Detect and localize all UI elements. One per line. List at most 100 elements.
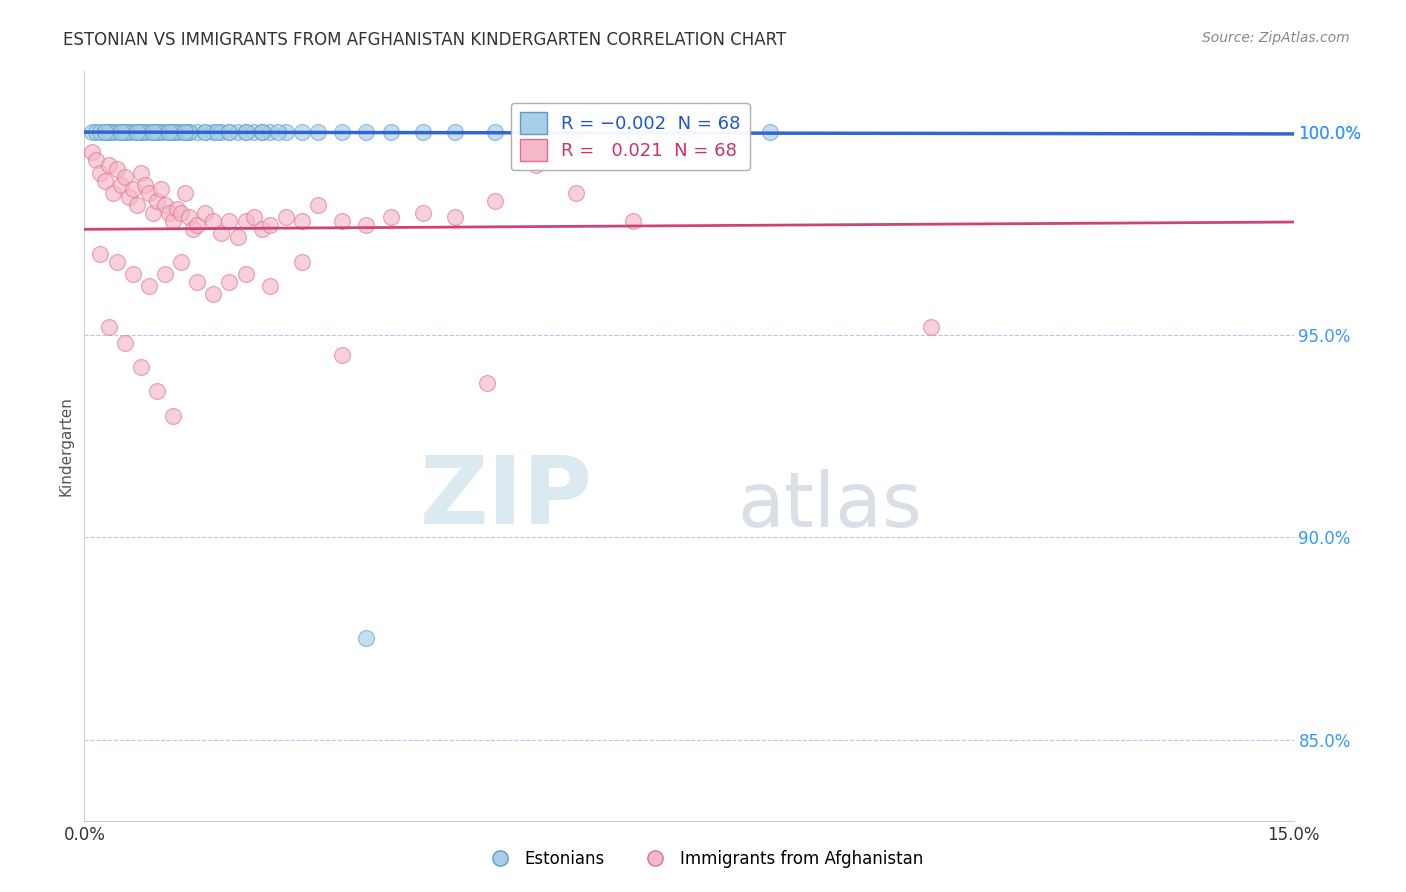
- Point: [93, 125, 115, 139]
- Point: [356, 125, 378, 139]
- Point: [105, 125, 128, 139]
- Point: [146, 125, 169, 139]
- Point: [250, 125, 273, 139]
- Point: [105, 254, 128, 268]
- Point: [181, 222, 204, 236]
- Point: [621, 214, 644, 228]
- Point: [678, 125, 700, 139]
- Point: [146, 384, 169, 399]
- Point: [235, 214, 257, 228]
- Point: [114, 169, 136, 184]
- Point: [89, 166, 111, 180]
- Point: [565, 125, 588, 139]
- Point: [89, 246, 111, 260]
- Point: [565, 186, 588, 200]
- Point: [484, 194, 506, 208]
- Text: atlas: atlas: [737, 469, 922, 543]
- Point: [194, 125, 217, 139]
- Point: [121, 125, 143, 139]
- Point: [174, 125, 197, 139]
- Point: [101, 125, 124, 139]
- Point: [129, 166, 152, 180]
- Point: [274, 125, 297, 139]
- Point: [274, 210, 297, 224]
- Point: [142, 125, 165, 139]
- Point: [166, 125, 188, 139]
- Point: [138, 125, 160, 139]
- Point: [162, 125, 184, 139]
- Point: [89, 125, 111, 139]
- Point: [218, 125, 240, 139]
- Point: [138, 186, 160, 200]
- Point: [444, 125, 467, 139]
- Point: [524, 125, 547, 139]
- Point: [307, 125, 329, 139]
- Legend: Estonians, Immigrants from Afghanistan: Estonians, Immigrants from Afghanistan: [477, 844, 929, 875]
- Point: [380, 210, 402, 224]
- Point: [194, 125, 217, 139]
- Point: [235, 125, 257, 139]
- Point: [142, 125, 165, 139]
- Point: [86, 125, 108, 139]
- Point: [186, 125, 208, 139]
- Point: [97, 125, 120, 139]
- Point: [134, 125, 156, 139]
- Point: [170, 125, 193, 139]
- Point: [758, 125, 780, 139]
- Point: [170, 206, 193, 220]
- Point: [162, 214, 184, 228]
- Point: [125, 198, 148, 212]
- Point: [110, 125, 132, 139]
- Point: [209, 125, 232, 139]
- Point: [149, 182, 172, 196]
- Point: [250, 125, 273, 139]
- Point: [174, 125, 197, 139]
- Point: [97, 157, 120, 171]
- Point: [218, 214, 240, 228]
- Point: [157, 125, 180, 139]
- Point: [207, 125, 229, 139]
- Point: [166, 202, 188, 216]
- Point: [146, 125, 169, 139]
- Point: [179, 125, 201, 139]
- Point: [291, 125, 314, 139]
- Point: [477, 376, 499, 391]
- Point: [307, 198, 329, 212]
- Point: [291, 254, 314, 268]
- Point: [250, 222, 273, 236]
- Point: [118, 125, 141, 139]
- Point: [218, 125, 240, 139]
- Point: [484, 125, 506, 139]
- Point: [267, 125, 290, 139]
- Point: [146, 194, 169, 208]
- Point: [218, 275, 240, 289]
- Point: [356, 219, 378, 233]
- Point: [97, 319, 120, 334]
- Point: [226, 230, 249, 244]
- Point: [121, 182, 143, 196]
- Legend: R = −0.002  N = 68, R =   0.021  N = 68: R = −0.002 N = 68, R = 0.021 N = 68: [510, 103, 749, 170]
- Point: [235, 125, 257, 139]
- Point: [125, 125, 148, 139]
- Point: [125, 125, 148, 139]
- Point: [412, 125, 434, 139]
- Point: [259, 219, 281, 233]
- Point: [138, 279, 160, 293]
- Point: [82, 145, 104, 160]
- Text: ESTONIAN VS IMMIGRANTS FROM AFGHANISTAN KINDERGARTEN CORRELATION CHART: ESTONIAN VS IMMIGRANTS FROM AFGHANISTAN …: [63, 31, 786, 49]
- Point: [259, 125, 281, 139]
- Point: [330, 348, 353, 362]
- Point: [179, 210, 201, 224]
- Point: [330, 125, 353, 139]
- Point: [202, 214, 225, 228]
- Point: [380, 125, 402, 139]
- Point: [226, 125, 249, 139]
- Point: [170, 254, 193, 268]
- Point: [114, 335, 136, 350]
- Point: [153, 198, 176, 212]
- Point: [114, 125, 136, 139]
- Point: [129, 125, 152, 139]
- Point: [412, 206, 434, 220]
- Point: [186, 275, 208, 289]
- Point: [194, 206, 217, 220]
